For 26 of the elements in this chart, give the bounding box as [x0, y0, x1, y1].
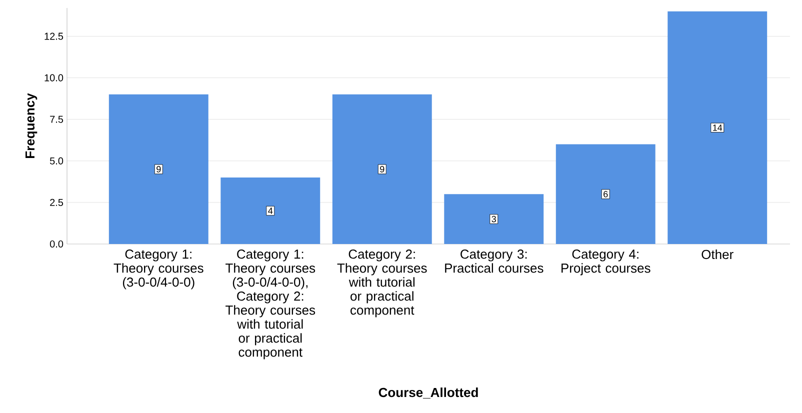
- x-tick-label: Category 3: Practical courses: [445, 250, 544, 273]
- x-tick-label: Category 2: Theory courses with tutorial or practical component: [337, 250, 427, 318]
- data-label: 3: [492, 216, 496, 222]
- bar: [108, 94, 208, 244]
- y-tick-label: 0.0: [50, 240, 64, 248]
- x-axis-title: Course_Allotted: [378, 388, 478, 399]
- x-tick-label: Category 4: Project courses: [562, 250, 650, 276]
- bar: [444, 194, 544, 244]
- y-tick-label: 2.5: [50, 198, 64, 206]
- y-tick-label: 5.0: [50, 157, 64, 164]
- data-label: 4: [268, 208, 273, 214]
- bar: [668, 11, 768, 244]
- y-tick-label: 12.5: [44, 32, 64, 40]
- x-tick-label: Other: [702, 250, 734, 260]
- y-tick-label: 7.5: [50, 116, 64, 123]
- data-label: 9: [380, 166, 384, 172]
- y-tick-label: 10.0: [44, 74, 64, 82]
- y-axis-title: Frequency: [26, 93, 38, 158]
- x-tick-label: Category 1: Theory courses (3-0-0/4-0-0), Category 2: Theory courses with tutorial or practical component: [226, 250, 316, 360]
- data-label: 14: [713, 124, 722, 131]
- bar: [332, 94, 432, 244]
- bar: [220, 178, 320, 244]
- data-label: 9: [156, 166, 161, 172]
- bar: [556, 144, 656, 244]
- data-label: 6: [604, 190, 608, 198]
- x-tick-label: Category 1: Theory courses (3-0-0/4-0-0): [114, 250, 204, 290]
